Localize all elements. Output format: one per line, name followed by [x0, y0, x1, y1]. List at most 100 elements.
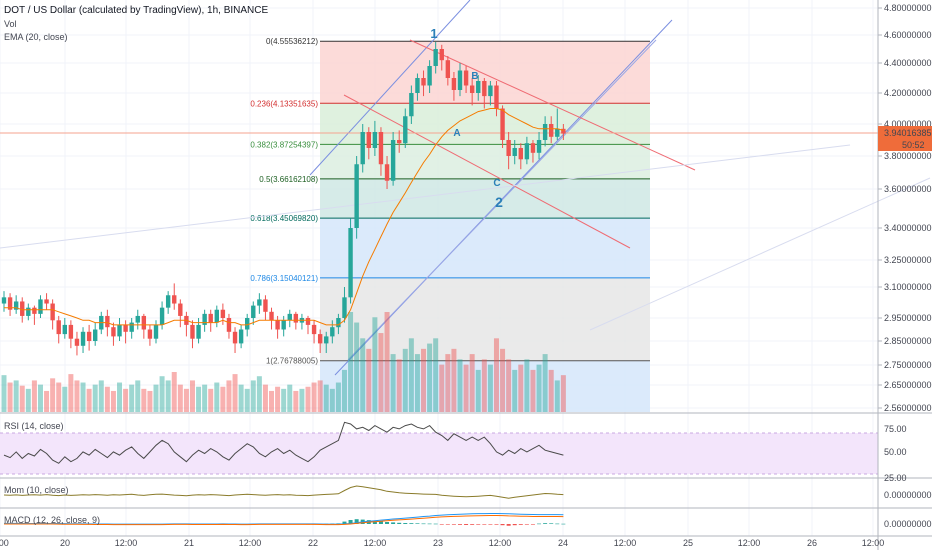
candle-body — [421, 78, 426, 86]
candle-body — [62, 324, 67, 335]
candle-body — [561, 128, 566, 134]
wave-label: 2 — [495, 194, 503, 210]
volume-bar — [554, 380, 560, 412]
candle-body — [214, 309, 219, 323]
candle-body — [93, 329, 98, 341]
macd-hist — [385, 522, 390, 524]
volume-bar — [275, 386, 281, 412]
candle-body — [80, 331, 86, 346]
volume-bar — [560, 375, 566, 412]
volume-bar — [463, 364, 469, 412]
volume-bar — [542, 354, 548, 412]
mom-line — [3, 485, 564, 499]
volume-bar — [475, 369, 481, 412]
countdown-badge — [878, 139, 932, 151]
price-tick-label: 2.75000000 — [884, 360, 932, 370]
candle-body — [311, 324, 317, 335]
volume-bar — [183, 388, 189, 412]
time-tick-label: 20 — [60, 538, 70, 548]
candle-body — [141, 315, 147, 330]
candle-body — [445, 60, 451, 78]
candle-body — [555, 128, 560, 137]
mom-tick: 0.00000000 — [884, 490, 932, 500]
candle-body — [1, 297, 7, 304]
macd-hist — [342, 521, 347, 524]
candle-body — [196, 324, 201, 339]
macd-hist — [397, 522, 402, 524]
candle-body — [232, 331, 238, 344]
macd-hist — [470, 524, 475, 525]
volume-bar — [13, 380, 19, 412]
candle-body — [524, 143, 530, 160]
volume-bar — [232, 374, 238, 412]
macd-hist — [378, 521, 383, 524]
fib-level-label: 0.382(3.87254397) — [250, 140, 318, 149]
volume-bar — [37, 384, 43, 412]
volume-bar — [341, 369, 347, 412]
indicator-panes: 75.00 50.00 25.00 0.00000000 0.00000000 — [0, 412, 932, 537]
macd-hist — [524, 524, 529, 525]
volume-bar — [396, 359, 402, 412]
time-tick-label: 12:00 — [364, 538, 387, 548]
volume-bar — [238, 384, 244, 412]
volume-bar — [293, 390, 299, 412]
volume-bar — [421, 348, 427, 412]
trend-lines[interactable] — [0, 0, 931, 376]
volume-bar — [256, 376, 262, 412]
candle-body — [287, 313, 292, 321]
volume-bar — [451, 348, 457, 412]
fib-level-label: 0.618(3.45069820) — [250, 214, 318, 223]
time-tick-label: 24 — [558, 538, 568, 548]
fibonacci-retracement[interactable]: 0(4.55536212) 0.236(4.13351635) 0.382(3.87… — [250, 37, 650, 412]
price-tick-label: 2.65000000 — [884, 380, 932, 390]
candle-body — [32, 307, 37, 314]
volume-bar — [153, 384, 159, 412]
volume-bar — [86, 388, 92, 412]
volume-bar — [7, 382, 13, 412]
volume-bar — [226, 380, 232, 412]
time-tick-label: 26 — [807, 538, 817, 548]
volume-bar — [171, 372, 177, 412]
time-tick-label: 12:00 — [239, 538, 262, 548]
volume-bar — [50, 378, 56, 412]
candles — [1, 42, 566, 356]
volume-bar — [487, 364, 493, 412]
volume-bar — [427, 343, 433, 412]
candle-body — [518, 148, 523, 160]
candle-body — [105, 315, 110, 328]
volume-bar — [202, 384, 208, 412]
candle-body — [488, 85, 493, 97]
volume-bar — [299, 388, 305, 412]
candle-body — [500, 108, 505, 140]
macd-hist — [500, 524, 505, 526]
macd-hist — [476, 524, 481, 525]
macd-hist — [488, 524, 493, 525]
candle-body — [409, 93, 414, 117]
candle-body — [397, 140, 402, 144]
macd-hist — [427, 523, 432, 525]
countdown-label: 50:52 — [902, 140, 925, 150]
volume-bar — [74, 380, 80, 412]
volume-bar — [44, 390, 50, 412]
volume-bar — [329, 388, 335, 412]
macd-hist — [512, 524, 517, 526]
candle-body — [74, 338, 80, 346]
volume-bar — [189, 380, 195, 412]
volume-bar — [117, 382, 123, 412]
trend-line — [409, 39, 696, 171]
volume-bar — [378, 333, 384, 412]
time-tick-label: 23 — [433, 538, 443, 548]
chart-title: DOT / US Dollar (calculated by TradingVi… — [4, 5, 269, 16]
rsi-legend: RSI (14, close) — [4, 421, 64, 431]
volume-bar — [31, 380, 37, 412]
price-tick-label: 3.40000000 — [884, 223, 932, 233]
volume-bar — [98, 380, 104, 412]
candle-body — [506, 140, 511, 156]
candle-body — [26, 307, 31, 316]
candle-body — [13, 301, 19, 310]
candle-body — [390, 140, 396, 181]
candle-body — [457, 70, 463, 90]
volume-bar — [165, 380, 171, 412]
price-tick-label: 4.00000000 — [884, 119, 932, 129]
rsi-tick: 50.00 — [884, 447, 907, 457]
